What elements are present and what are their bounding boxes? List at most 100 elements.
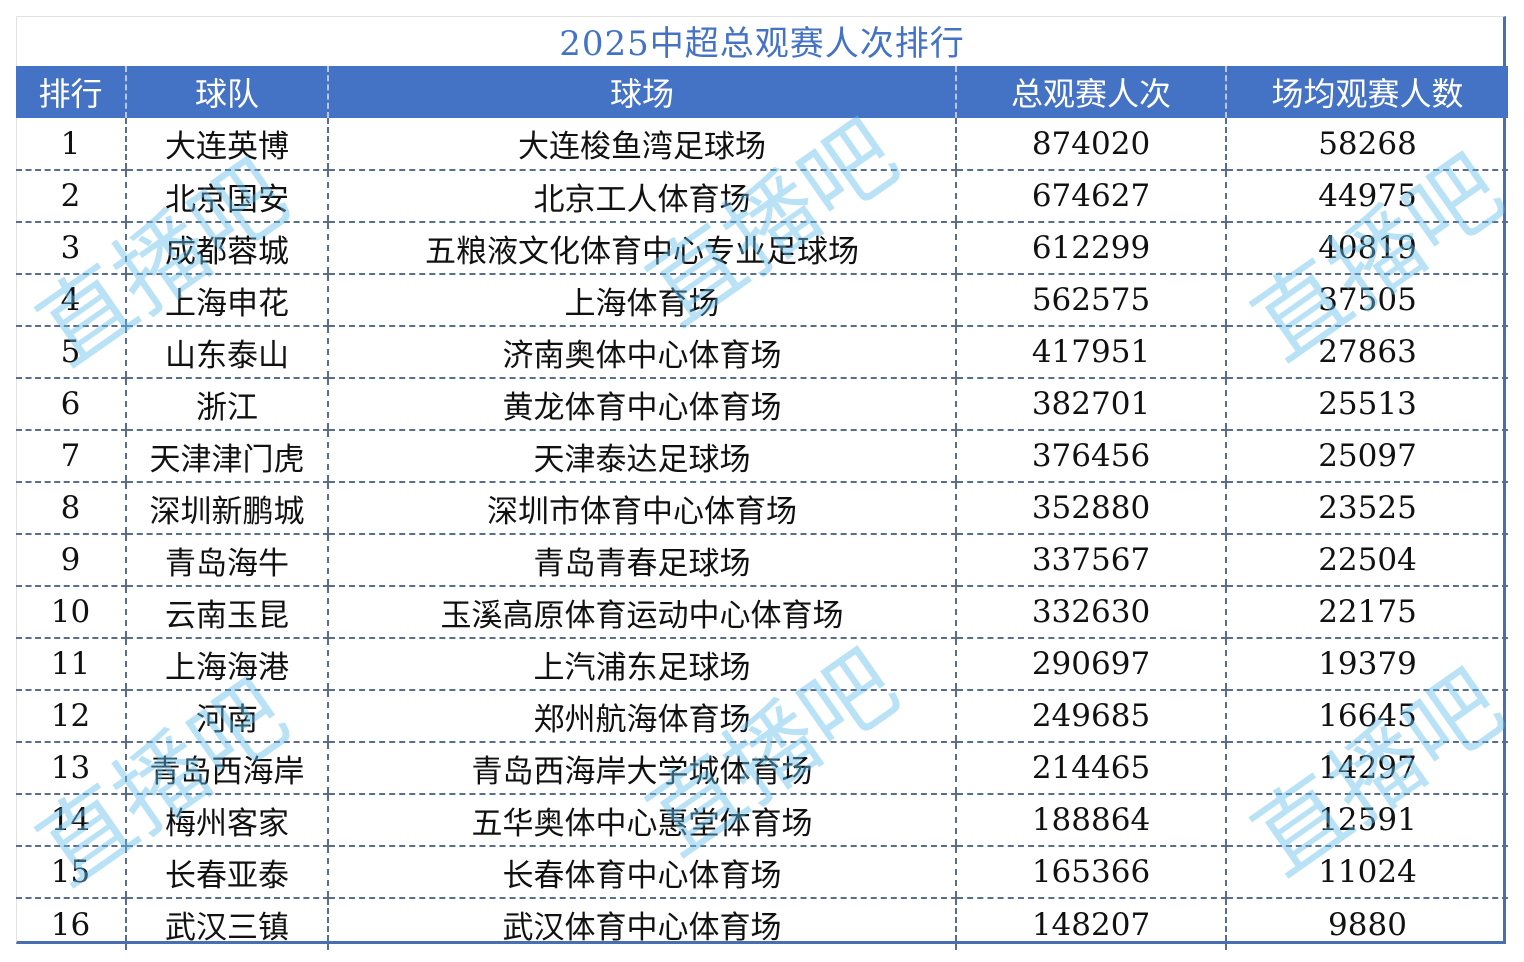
team-cell: 浙江 [125,378,328,431]
average-attendance-cell: 25097 [1225,430,1508,483]
table-row: 4 上海申花 上海体育场 562575 37505 [16,274,1508,327]
stadium-cell: 玉溪高原体育运动中心体育场 [327,586,956,639]
team-cell: 深圳新鹏城 [125,482,328,535]
team-cell: 上海海港 [125,638,328,691]
team-cell: 山东泰山 [125,326,328,379]
total-attendance-cell: 562575 [955,274,1226,327]
header-stadium: 球场 [327,66,956,118]
team-cell: 长春亚泰 [125,846,328,899]
table-row: 12 河南 郑州航海体育场 249685 16645 [16,690,1508,743]
total-attendance-cell: 674627 [955,170,1226,223]
rank-cell: 10 [16,586,126,639]
average-attendance-cell: 27863 [1225,326,1508,379]
stadium-cell: 五粮液文化体育中心专业足球场 [327,222,956,275]
average-attendance-cell: 22175 [1225,586,1508,639]
table-row: 11 上海海港 上汽浦东足球场 290697 19379 [16,638,1508,691]
rank-cell: 7 [16,430,126,483]
table-row: 13 青岛西海岸 青岛西海岸大学城体育场 214465 14297 [16,742,1508,795]
total-attendance-cell: 376456 [955,430,1226,483]
table-row: 10 云南玉昆 玉溪高原体育运动中心体育场 332630 22175 [16,586,1508,639]
total-attendance-cell: 612299 [955,222,1226,275]
rank-cell: 2 [16,170,126,223]
stadium-cell: 黄龙体育中心体育场 [327,378,956,431]
team-cell: 武汉三镇 [125,898,328,950]
average-attendance-cell: 58268 [1225,118,1508,171]
stadium-cell: 郑州航海体育场 [327,690,956,743]
team-cell: 云南玉昆 [125,586,328,639]
table-row: 3 成都蓉城 五粮液文化体育中心专业足球场 612299 40819 [16,222,1508,275]
average-attendance-cell: 40819 [1225,222,1508,275]
table-title: 2025中超总观赛人次排行 [559,24,965,64]
rank-cell: 9 [16,534,126,587]
header-average-attendance: 场均观赛人数 [1225,66,1508,118]
average-attendance-cell: 19379 [1225,638,1508,691]
rank-cell: 16 [50,906,91,943]
rank-cell: 8 [16,482,126,535]
rank-cell: 13 [16,742,126,795]
total-attendance-cell: 337567 [955,534,1226,587]
team-cell: 天津津门虎 [125,430,328,483]
team-cell: 成都蓉城 [125,222,328,275]
table-row: 5 山东泰山 济南奥体中心体育场 417951 27863 [16,326,1508,379]
rank-cell: 4 [16,274,126,327]
header-rank: 排行 [16,66,126,118]
total-attendance-cell: 148207 [955,898,1226,950]
table-row: 14 梅州客家 五华奥体中心惠堂体育场 188864 12591 [16,794,1508,847]
stadium-cell: 大连梭鱼湾足球场 [327,118,956,171]
table-row: 2 北京国安 北京工人体育场 674627 44975 [16,170,1508,223]
total-attendance-cell: 417951 [955,326,1226,379]
rank-cell: 6 [16,378,126,431]
table-row: 7 天津津门虎 天津泰达足球场 376456 25097 [16,430,1508,483]
header-team: 球队 [125,66,328,118]
team-cell: 北京国安 [125,170,328,223]
rank-cell: 11 [16,638,126,691]
table-row: 8 深圳新鹏城 深圳市体育中心体育场 352880 23525 [16,482,1508,535]
header-row: 排行 球队 球场 总观赛人次 场均观赛人数 [16,66,1508,118]
total-attendance-cell: 188864 [955,794,1226,847]
team-cell: 上海申花 [125,274,328,327]
stadium-cell: 北京工人体育场 [327,170,956,223]
table-row: 16 武汉三镇 武汉体育中心体育场 148207 9880 [16,898,1508,950]
rank-cell: 3 [16,222,126,275]
stadium-cell: 五华奥体中心惠堂体育场 [327,794,956,847]
stadium-cell: 天津泰达足球场 [327,430,956,483]
total-attendance-cell: 165366 [955,846,1226,899]
average-attendance-cell: 12591 [1225,794,1508,847]
total-attendance-cell: 249685 [955,690,1226,743]
team-cell: 青岛西海岸 [125,742,328,795]
average-attendance-cell: 44975 [1225,170,1508,223]
stadium-cell: 深圳市体育中心体育场 [327,482,956,535]
table-row: 1 大连英博 大连梭鱼湾足球场 874020 58268 [16,118,1508,171]
stadium-cell: 长春体育中心体育场 [327,846,956,899]
average-attendance-cell: 9880 [1225,898,1508,950]
rank-cell: 5 [16,326,126,379]
average-attendance-cell: 25513 [1225,378,1508,431]
stadium-cell: 青岛青春足球场 [327,534,956,587]
average-attendance-cell: 37505 [1225,274,1508,327]
stadium-cell: 武汉体育中心体育场 [327,898,956,950]
stadium-cell: 上汽浦东足球场 [327,638,956,691]
average-attendance-cell: 11024 [1225,846,1508,899]
table-row: 6 浙江 黄龙体育中心体育场 382701 25513 [16,378,1508,431]
team-cell: 青岛海牛 [125,534,328,587]
stadium-cell: 青岛西海岸大学城体育场 [327,742,956,795]
rank-cell: 1 [16,118,126,171]
rank-cell: 14 [16,794,126,847]
total-attendance-cell: 382701 [955,378,1226,431]
stadium-cell: 济南奥体中心体育场 [327,326,956,379]
stadium-cell: 上海体育场 [327,274,956,327]
average-attendance-cell: 14297 [1225,742,1508,795]
ranking-table: 排行 球队 球场 总观赛人次 场均观赛人数 1 大连英博 大连梭鱼湾足球场 874020 582… [16,66,1508,950]
rank-cell: 12 [16,690,126,743]
team-cell: 梅州客家 [125,794,328,847]
rank-cell: 15 [16,846,126,899]
average-attendance-cell: 16645 [1225,690,1508,743]
total-attendance-cell: 214465 [955,742,1226,795]
total-attendance-cell: 352880 [955,482,1226,535]
team-cell: 大连英博 [125,118,328,171]
total-attendance-cell: 874020 [955,118,1226,171]
team-cell: 河南 [125,690,328,743]
total-attendance-cell: 290697 [955,638,1226,691]
average-attendance-cell: 23525 [1225,482,1508,535]
header-total-attendance: 总观赛人次 [955,66,1226,118]
